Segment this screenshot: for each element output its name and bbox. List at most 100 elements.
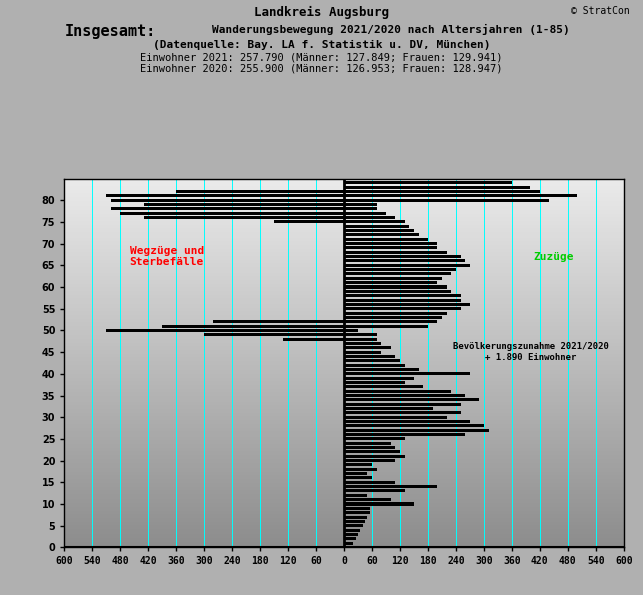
Bar <box>64 402 624 403</box>
Bar <box>344 294 460 297</box>
Bar <box>344 541 354 544</box>
Bar <box>64 529 624 531</box>
Bar <box>64 462 624 464</box>
Bar <box>204 333 344 336</box>
Bar <box>64 363 624 365</box>
Bar <box>64 328 624 330</box>
Bar <box>64 524 624 525</box>
Bar <box>64 536 624 538</box>
Bar <box>64 224 624 227</box>
Text: Einwohner 2021: 257.790 (Männer: 127.849; Frauen: 129.941): Einwohner 2021: 257.790 (Männer: 127.849… <box>140 52 503 62</box>
Bar <box>64 494 624 496</box>
Bar <box>64 296 624 298</box>
Bar <box>64 450 624 452</box>
Bar <box>344 299 460 302</box>
Bar <box>64 243 624 245</box>
Bar <box>344 441 391 444</box>
Bar <box>64 228 624 230</box>
Bar <box>344 186 530 189</box>
Bar <box>64 308 624 309</box>
Bar <box>344 455 404 458</box>
Bar <box>64 184 624 186</box>
Text: Bevölkerungszunahme 2021/2020
+ 1.890 Einwohner: Bevölkerungszunahme 2021/2020 + 1.890 Ei… <box>453 342 608 362</box>
Bar <box>64 195 624 197</box>
Bar <box>64 227 624 228</box>
Bar <box>64 446 624 448</box>
Bar <box>64 474 624 475</box>
Bar <box>64 337 624 339</box>
Bar <box>64 546 624 547</box>
Bar <box>344 403 460 406</box>
Bar <box>344 273 451 275</box>
Bar <box>64 178 624 180</box>
Bar <box>344 481 395 484</box>
Bar <box>344 212 386 215</box>
Bar <box>64 262 624 264</box>
Bar <box>64 374 624 376</box>
Bar <box>344 490 404 493</box>
Text: Landkreis Augsburg: Landkreis Augsburg <box>254 6 389 19</box>
Bar <box>64 534 624 536</box>
Bar <box>64 265 624 267</box>
Bar <box>64 433 624 435</box>
Bar <box>64 459 624 461</box>
Bar <box>64 439 624 440</box>
Bar <box>64 479 624 481</box>
Bar <box>64 522 624 524</box>
Bar <box>64 333 624 335</box>
Bar <box>344 372 470 375</box>
Bar <box>64 193 624 195</box>
Bar <box>344 394 466 397</box>
Bar <box>64 405 624 407</box>
Bar <box>344 524 363 527</box>
Bar <box>64 516 624 518</box>
Bar <box>344 229 414 232</box>
Text: Wanderungsbewegung 2021/2020 nach Altersjahren (1-85): Wanderungsbewegung 2021/2020 nach Alters… <box>212 24 570 35</box>
Bar <box>64 533 624 534</box>
Bar <box>274 220 344 223</box>
Bar <box>64 250 624 252</box>
Bar <box>64 389 624 390</box>
Bar <box>344 290 451 293</box>
Bar <box>64 518 624 520</box>
Bar <box>64 511 624 512</box>
Bar <box>64 286 624 287</box>
Bar <box>64 245 624 247</box>
Bar <box>64 424 624 425</box>
Bar <box>64 234 624 236</box>
Bar <box>344 515 367 518</box>
Bar <box>64 236 624 237</box>
Bar <box>64 311 624 313</box>
Bar <box>64 206 624 208</box>
Bar <box>64 219 624 221</box>
Bar <box>64 368 624 370</box>
Bar <box>344 181 512 184</box>
Bar <box>64 542 624 544</box>
Bar <box>344 477 372 480</box>
Bar <box>64 341 624 343</box>
Bar <box>344 429 489 432</box>
Bar <box>64 453 624 455</box>
Bar <box>64 324 624 326</box>
Bar <box>344 359 400 362</box>
Bar <box>64 350 624 352</box>
Bar <box>344 485 437 488</box>
Bar <box>344 377 414 380</box>
Bar <box>344 420 470 423</box>
Bar <box>64 468 624 470</box>
Bar <box>64 420 624 422</box>
Bar <box>64 505 624 507</box>
Bar <box>344 259 466 262</box>
Bar <box>64 475 624 477</box>
Bar <box>344 437 404 440</box>
Bar <box>143 203 344 206</box>
Bar <box>64 291 624 293</box>
Bar <box>64 376 624 378</box>
Bar <box>64 394 624 396</box>
Bar <box>64 256 624 258</box>
Bar <box>64 315 624 317</box>
Bar <box>143 216 344 219</box>
Bar <box>64 230 624 232</box>
Bar <box>64 538 624 540</box>
Bar <box>64 444 624 446</box>
